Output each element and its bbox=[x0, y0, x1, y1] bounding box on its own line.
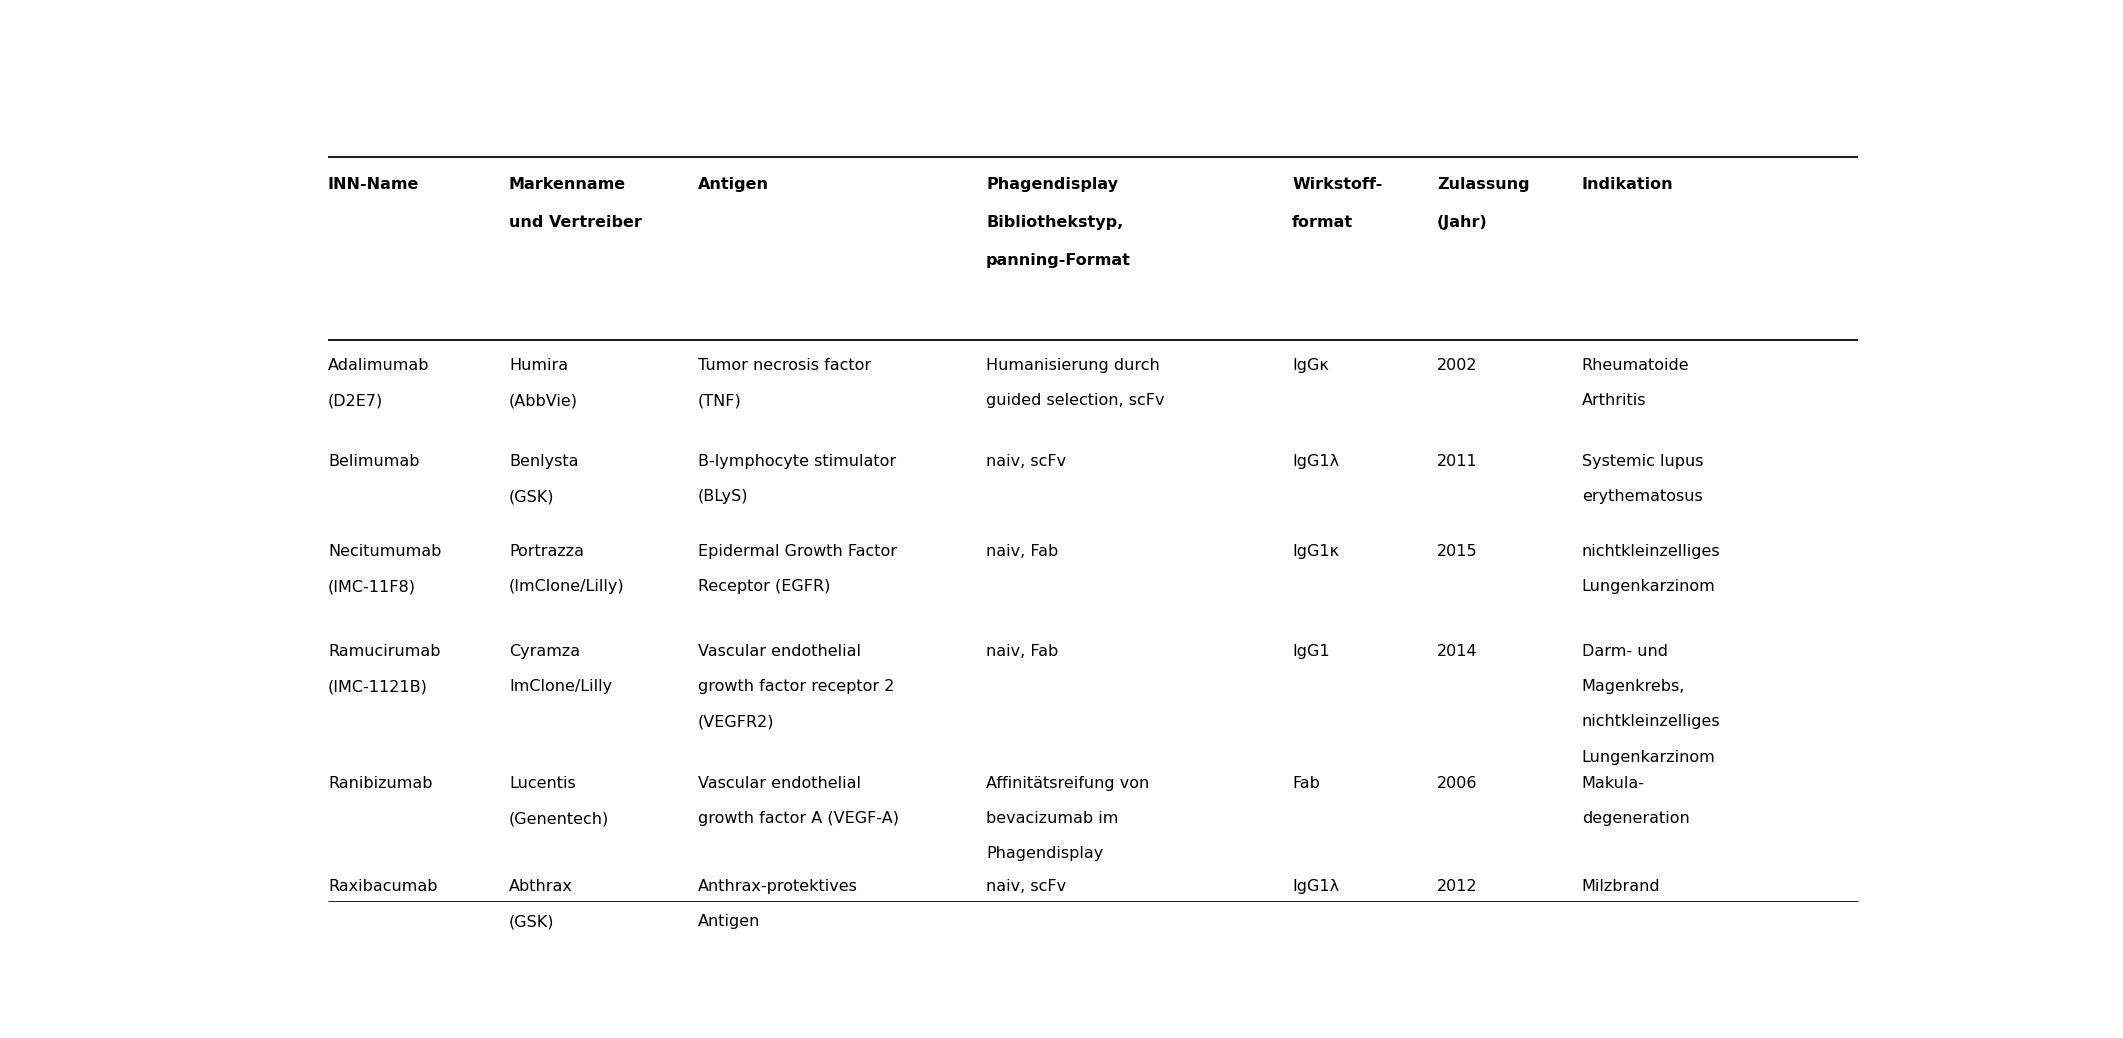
Text: Lucentis: Lucentis bbox=[510, 776, 575, 791]
Text: (ImClone/Lilly): (ImClone/Lilly) bbox=[510, 579, 624, 595]
Text: INN-Name: INN-Name bbox=[327, 176, 418, 192]
Text: Receptor (EGFR): Receptor (EGFR) bbox=[698, 579, 830, 595]
Text: naiv, scFv: naiv, scFv bbox=[985, 879, 1066, 894]
Text: (BLyS): (BLyS) bbox=[698, 489, 749, 504]
Text: Indikation: Indikation bbox=[1582, 176, 1673, 192]
Text: Phagendisplay: Phagendisplay bbox=[985, 846, 1104, 862]
Text: erythematosus: erythematosus bbox=[1582, 489, 1703, 504]
Text: IgG1: IgG1 bbox=[1293, 644, 1329, 659]
Text: (VEGFR2): (VEGFR2) bbox=[698, 714, 775, 730]
Text: Ranibizumab: Ranibizumab bbox=[327, 776, 433, 791]
Text: degeneration: degeneration bbox=[1582, 811, 1690, 826]
Text: (Jahr): (Jahr) bbox=[1437, 215, 1488, 229]
Text: Adalimumab: Adalimumab bbox=[327, 358, 429, 373]
Text: Abthrax: Abthrax bbox=[510, 879, 573, 894]
Text: Markenname: Markenname bbox=[510, 176, 626, 192]
Text: naiv, Fab: naiv, Fab bbox=[985, 544, 1057, 559]
Text: und Vertreiber: und Vertreiber bbox=[510, 215, 641, 229]
Text: naiv, Fab: naiv, Fab bbox=[985, 644, 1057, 659]
Text: growth factor A (VEGF-A): growth factor A (VEGF-A) bbox=[698, 811, 900, 826]
Text: IgG1λ: IgG1λ bbox=[1293, 454, 1340, 469]
Text: Lungenkarzinom: Lungenkarzinom bbox=[1582, 579, 1715, 595]
Text: Phagendisplay: Phagendisplay bbox=[985, 176, 1119, 192]
Text: format: format bbox=[1293, 215, 1352, 229]
Text: Rheumatoide: Rheumatoide bbox=[1582, 358, 1690, 373]
Text: Portrazza: Portrazza bbox=[510, 544, 584, 559]
Text: bevacizumab im: bevacizumab im bbox=[985, 811, 1119, 826]
Text: Darm- und: Darm- und bbox=[1582, 644, 1669, 659]
Text: Ramucirumab: Ramucirumab bbox=[327, 644, 439, 659]
Text: 2015: 2015 bbox=[1437, 544, 1478, 559]
Text: (IMC-11F8): (IMC-11F8) bbox=[327, 579, 416, 595]
Text: Tumor necrosis factor: Tumor necrosis factor bbox=[698, 358, 870, 373]
Text: (AbbVie): (AbbVie) bbox=[510, 393, 577, 408]
Text: nichtkleinzelliges: nichtkleinzelliges bbox=[1582, 714, 1720, 730]
Text: Milzbrand: Milzbrand bbox=[1582, 879, 1660, 894]
Text: Fab: Fab bbox=[1293, 776, 1321, 791]
Text: guided selection, scFv: guided selection, scFv bbox=[985, 393, 1166, 408]
Text: Antigen: Antigen bbox=[698, 176, 769, 192]
Text: Arthritis: Arthritis bbox=[1582, 393, 1645, 408]
Text: (IMC-1121B): (IMC-1121B) bbox=[327, 679, 427, 694]
Text: Affinitätsreifung von: Affinitätsreifung von bbox=[985, 776, 1149, 791]
Text: Cyramza: Cyramza bbox=[510, 644, 580, 659]
Text: Makula-: Makula- bbox=[1582, 776, 1645, 791]
Text: Necitumumab: Necitumumab bbox=[327, 544, 442, 559]
Text: 2012: 2012 bbox=[1437, 879, 1478, 894]
Text: Raxibacumab: Raxibacumab bbox=[327, 879, 437, 894]
Text: 2002: 2002 bbox=[1437, 358, 1478, 373]
Text: 2006: 2006 bbox=[1437, 776, 1478, 791]
Text: Vascular endothelial: Vascular endothelial bbox=[698, 644, 862, 659]
Text: Antigen: Antigen bbox=[698, 914, 760, 929]
Text: B-lymphocyte stimulator: B-lymphocyte stimulator bbox=[698, 454, 896, 469]
Text: Anthrax-protektives: Anthrax-protektives bbox=[698, 879, 858, 894]
Text: 2011: 2011 bbox=[1437, 454, 1478, 469]
Text: Humanisierung durch: Humanisierung durch bbox=[985, 358, 1159, 373]
Text: 2014: 2014 bbox=[1437, 644, 1478, 659]
Text: (D2E7): (D2E7) bbox=[327, 393, 382, 408]
Text: Belimumab: Belimumab bbox=[327, 454, 420, 469]
Text: (TNF): (TNF) bbox=[698, 393, 741, 408]
Text: Epidermal Growth Factor: Epidermal Growth Factor bbox=[698, 544, 898, 559]
Text: naiv, scFv: naiv, scFv bbox=[985, 454, 1066, 469]
Text: ImClone/Lilly: ImClone/Lilly bbox=[510, 679, 611, 694]
Text: IgG1κ: IgG1κ bbox=[1293, 544, 1340, 559]
Text: Benlysta: Benlysta bbox=[510, 454, 577, 469]
Text: Systemic lupus: Systemic lupus bbox=[1582, 454, 1703, 469]
Text: IgGκ: IgGκ bbox=[1293, 358, 1329, 373]
Text: Lungenkarzinom: Lungenkarzinom bbox=[1582, 749, 1715, 765]
Text: (GSK): (GSK) bbox=[510, 914, 554, 929]
Text: Zulassung: Zulassung bbox=[1437, 176, 1529, 192]
Text: panning-Format: panning-Format bbox=[985, 253, 1132, 268]
Text: (Genentech): (Genentech) bbox=[510, 811, 609, 826]
Text: Bibliothekstyp,: Bibliothekstyp, bbox=[985, 215, 1123, 229]
Text: IgG1λ: IgG1λ bbox=[1293, 879, 1340, 894]
Text: Magenkrebs,: Magenkrebs, bbox=[1582, 679, 1686, 694]
Text: Wirkstoff-: Wirkstoff- bbox=[1293, 176, 1382, 192]
Text: Humira: Humira bbox=[510, 358, 569, 373]
Text: nichtkleinzelliges: nichtkleinzelliges bbox=[1582, 544, 1720, 559]
Text: growth factor receptor 2: growth factor receptor 2 bbox=[698, 679, 894, 694]
Text: Vascular endothelial: Vascular endothelial bbox=[698, 776, 862, 791]
Text: (GSK): (GSK) bbox=[510, 489, 554, 504]
